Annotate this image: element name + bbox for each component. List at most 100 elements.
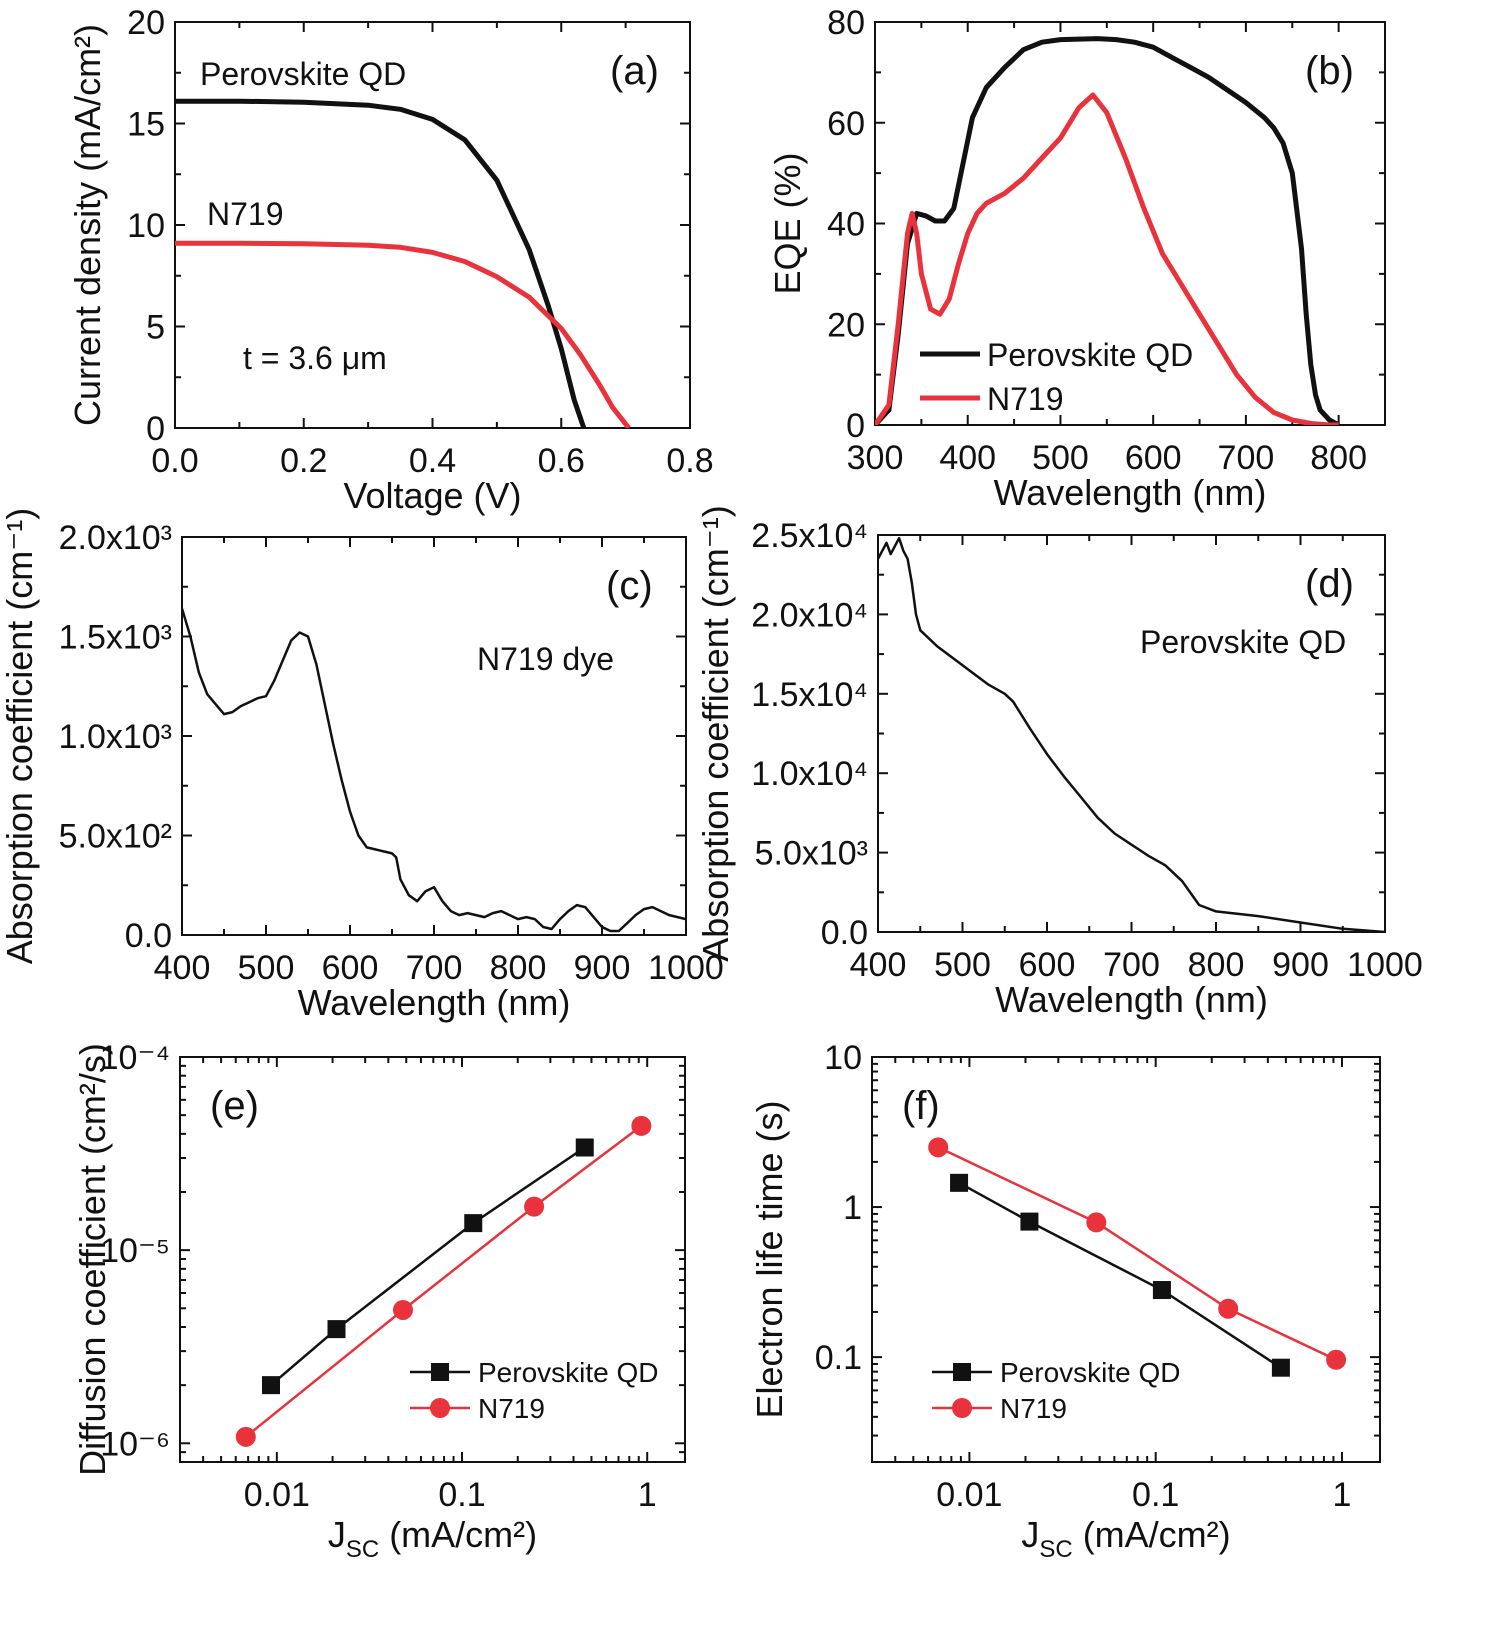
y-tick-label: 1	[843, 1189, 862, 1227]
data-point-square	[327, 1320, 346, 1339]
x-tick-label: 700	[1103, 946, 1160, 984]
series-label: N719	[207, 196, 284, 232]
y-tick-label: 10	[127, 207, 165, 245]
y-tick-label: 2.5x10⁴	[751, 517, 868, 555]
x-tick-label: 0.1	[1132, 1476, 1179, 1514]
x-tick-label: 1000	[1347, 946, 1423, 984]
y-tick-label: 2.0x10⁴	[751, 596, 868, 634]
x-tick-label: 900	[1272, 946, 1329, 984]
x-tick-label: 300	[847, 439, 904, 477]
legend-marker	[952, 1398, 972, 1418]
x-tick-label: 800	[1310, 439, 1367, 477]
y-axis-label: Diffusion coefficient (cm²/s)	[72, 1043, 113, 1476]
legend-label: N719	[987, 381, 1064, 417]
y-tick-label: 0	[846, 407, 865, 445]
y-tick-label: 1.0x10⁴	[751, 755, 868, 793]
panel-e: 0.01 0.1 1 10⁻⁶ 10⁻⁵ 10⁻⁴ JSC (mA/cm²) Diffusio…	[72, 1039, 686, 1563]
y-tick-label: 0.0	[821, 914, 868, 952]
y-tick-label: 10⁻⁴	[100, 1039, 170, 1077]
annotation: t = 3.6 μm	[243, 340, 387, 376]
y-tick-label: 1.5x10⁴	[751, 676, 868, 714]
series-line	[175, 240, 631, 428]
x-tick-label: 800	[490, 949, 547, 987]
x-tick-label: 0.8	[666, 442, 713, 480]
legend-label: Perovskite QD	[987, 337, 1193, 373]
x-tick-label: 1000	[648, 949, 724, 987]
data-point-circle	[392, 1299, 413, 1320]
data-point-circle	[524, 1196, 545, 1217]
x-tick-label: 0.01	[936, 1476, 1002, 1514]
y-tick-label: 5.0x10³	[755, 835, 868, 873]
y-axis-label: Absorption coefficient (cm⁻¹)	[695, 505, 736, 962]
x-axis-label: Wavelength (nm)	[298, 982, 571, 1023]
data-point-square	[261, 1376, 280, 1395]
series-line	[958, 1181, 1282, 1369]
y-tick-label: 20	[827, 306, 865, 344]
x-tick-label: 700	[1218, 439, 1275, 477]
series-line	[245, 1124, 643, 1438]
y-tick-label: 5	[146, 309, 165, 347]
panel-c: 400 500 600 700 800 900 1000 0.0 5.0x10² 1.0x10³ 1…	[0, 508, 724, 1023]
x-tick-label: 500	[1032, 439, 1089, 477]
legend-marker	[953, 1363, 971, 1381]
data-point-square	[1152, 1281, 1171, 1300]
y-tick-label: 80	[827, 4, 865, 42]
data-point-circle	[1326, 1349, 1347, 1370]
panel-b: 300 400 500 600 700 800 0 20 40 60 80 Wavelength (n…	[767, 4, 1386, 513]
x-tick-label: 600	[1125, 439, 1182, 477]
legend-label: Perovskite QD	[478, 1357, 659, 1388]
y-tick-label: 40	[827, 206, 865, 244]
panel-label: (b)	[1305, 49, 1354, 93]
y-tick-label: 5.0x10²	[59, 818, 172, 856]
data-point-circle	[235, 1426, 256, 1447]
data-point-square	[950, 1173, 969, 1192]
legend-label: Perovskite QD	[1000, 1357, 1181, 1388]
legend-marker	[431, 1363, 449, 1381]
series-line	[875, 92, 1339, 425]
data-point-circle	[928, 1137, 949, 1158]
x-tick-label: 900	[574, 949, 631, 987]
panel-label: (e)	[210, 1084, 259, 1128]
series-line	[270, 1146, 586, 1387]
x-tick-label: 500	[934, 946, 991, 984]
panel-d: 400 500 600 700 800 900 1000 0.0 5.0x10³ 1.0x10⁴ 1…	[695, 505, 1423, 1020]
x-tick-label: 0.2	[280, 442, 327, 480]
annotation: Perovskite QD	[1140, 624, 1346, 660]
x-tick-label: 700	[406, 949, 463, 987]
series-line	[875, 36, 1340, 425]
data-point-square	[464, 1214, 483, 1233]
x-axis-label: Wavelength (nm)	[995, 979, 1268, 1020]
panel-label: (a)	[610, 49, 659, 93]
data-point-circle	[1218, 1298, 1239, 1319]
series-line	[182, 608, 686, 933]
x-tick-label: 0.0	[151, 442, 198, 480]
y-tick-label: 0	[146, 410, 165, 448]
y-axis-label: Electron life time (s)	[749, 1100, 790, 1418]
x-axis-label: Voltage (V)	[343, 475, 521, 516]
y-tick-label: 0.0	[125, 917, 172, 955]
x-tick-label: 800	[1188, 946, 1245, 984]
annotation: N719 dye	[477, 641, 614, 677]
data-point-circle	[1086, 1212, 1107, 1233]
x-tick-label: 0.01	[244, 1476, 310, 1514]
y-tick-label: 1.0x10³	[59, 718, 172, 756]
x-axis-label: JSC (mA/cm²)	[1021, 1514, 1230, 1563]
data-point-square	[1020, 1212, 1039, 1231]
series-line	[878, 536, 1385, 932]
legend-label: N719	[1000, 1393, 1067, 1424]
x-tick-label: 1	[1333, 1476, 1352, 1514]
panel-a: 0.0 0.2 0.4 0.6 0.8 0 5 10 15 20 Voltage (V) Curren…	[67, 4, 714, 516]
y-tick-label: 20	[127, 4, 165, 42]
series-line	[175, 98, 587, 428]
panel-label: (d)	[1305, 562, 1354, 606]
y-tick-label: 15	[127, 106, 165, 144]
y-tick-label: 10⁻⁶	[100, 1425, 170, 1463]
x-tick-label: 1	[638, 1476, 657, 1514]
x-tick-label: 600	[322, 949, 379, 987]
data-point-circle	[631, 1115, 652, 1136]
series-label: Perovskite QD	[200, 56, 406, 92]
y-axis-label: EQE (%)	[767, 152, 808, 294]
plot-frame	[871, 1056, 1381, 1463]
x-axis-label: Wavelength (nm)	[994, 472, 1267, 513]
